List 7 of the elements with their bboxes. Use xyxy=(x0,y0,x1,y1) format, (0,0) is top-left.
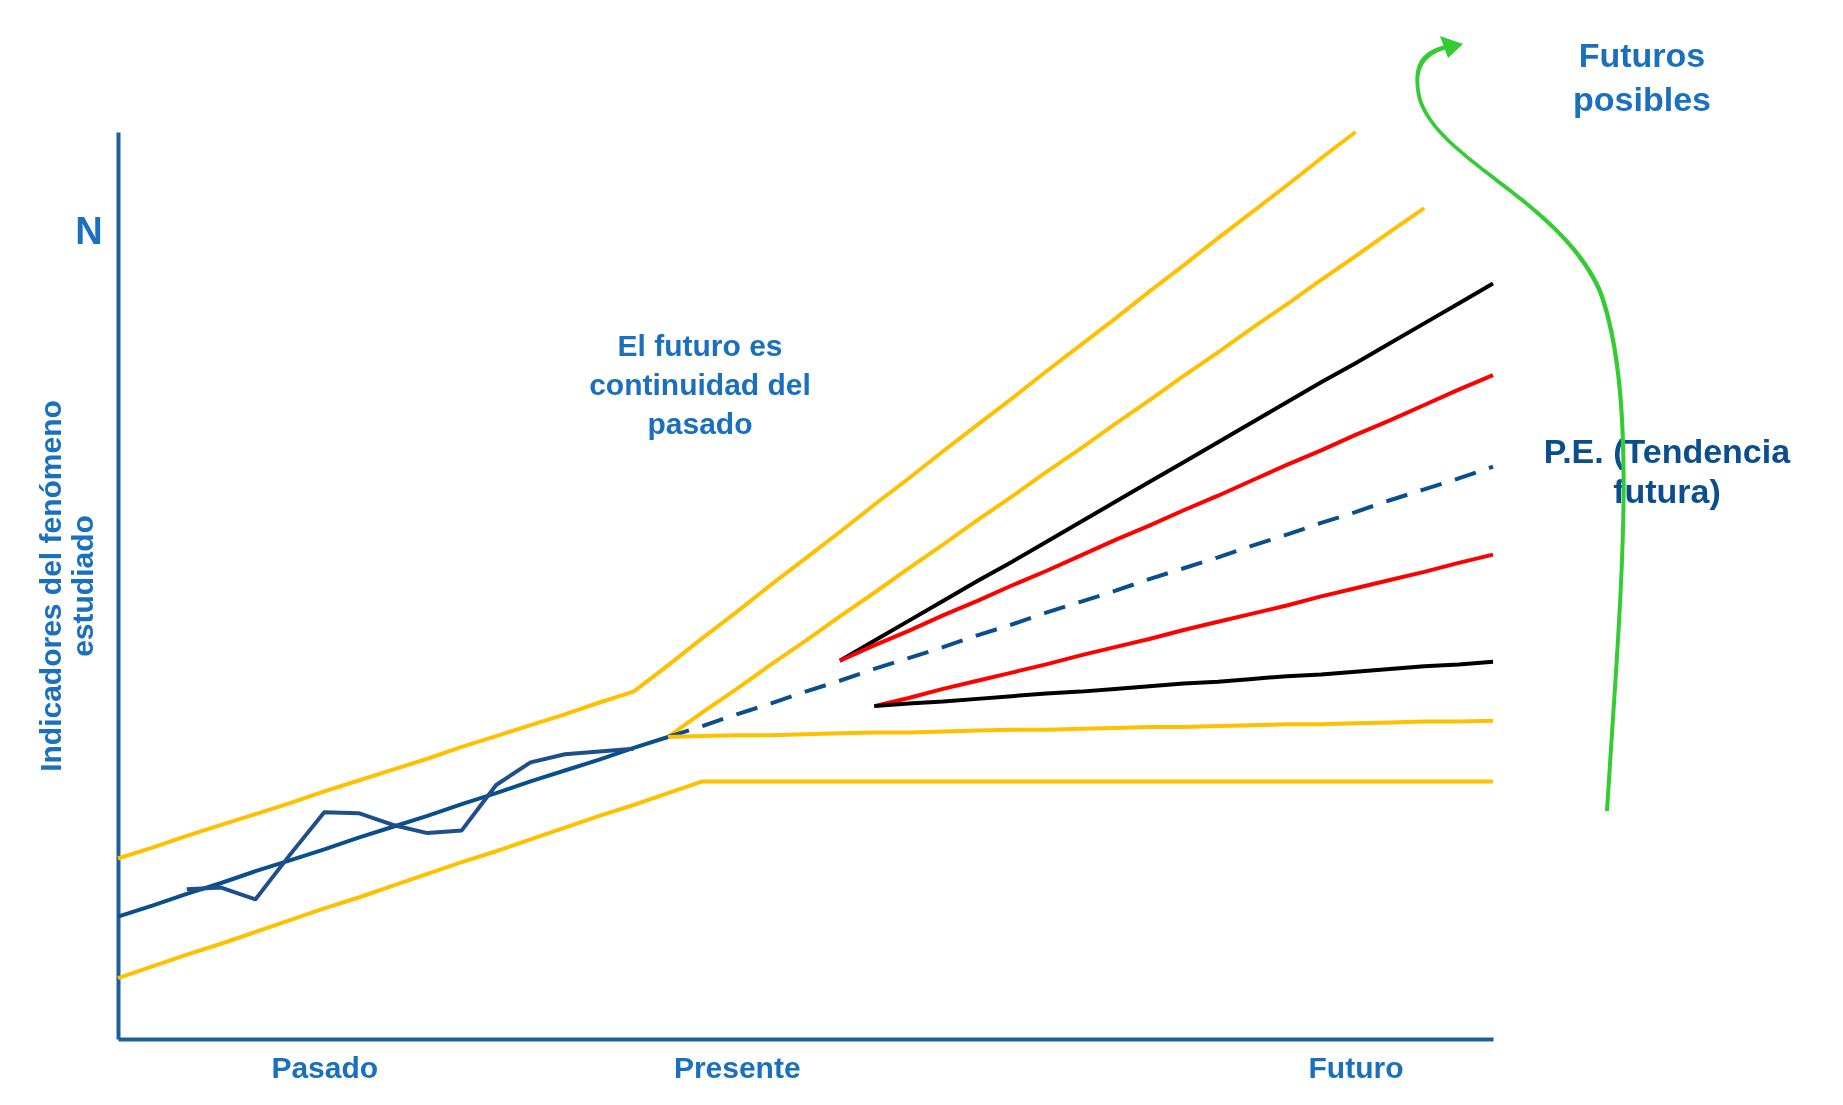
x-tick-label: Futuro xyxy=(1308,1050,1404,1084)
annotation: El futuro es continuidad del pasado xyxy=(589,329,811,440)
x-tick-label: Presente xyxy=(673,1050,801,1084)
text: N xyxy=(75,210,103,252)
text: Futuros posibles xyxy=(1573,36,1711,119)
x-tick-label: Pasado xyxy=(271,1050,379,1084)
y-axis-title: Indicadores del fenómeno estudiado xyxy=(33,400,99,772)
